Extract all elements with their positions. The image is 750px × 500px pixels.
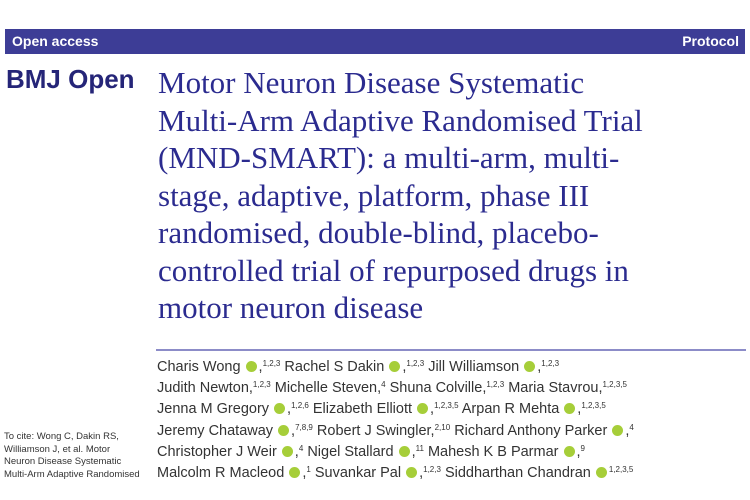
orcid-icon[interactable]: [595, 467, 607, 479]
affiliation-numbers: 4: [381, 380, 386, 390]
title-line: motor neuron disease: [158, 290, 424, 325]
author-name[interactable]: Jill Williamson: [428, 359, 520, 375]
author-name[interactable]: Siddharthan Chandran: [444, 465, 591, 482]
author-name[interactable]: Maria Stavrou,: [508, 380, 603, 397]
affiliation-numbers: 1,2,3,5: [581, 401, 606, 411]
author-row: Charis Wong ,1,2,3 Rachel S Dakin ,1,2,3 J…: [157, 359, 560, 375]
orcid-icon[interactable]: [612, 424, 624, 436]
affiliation-numbers: 11: [415, 443, 424, 453]
affiliation-numbers: 1,2,3,5: [434, 401, 459, 411]
divider: [156, 349, 746, 351]
orcid-icon[interactable]: [417, 403, 429, 415]
article-title: Motor Neuron Disease Systematic Multi-Arm…: [158, 64, 748, 327]
title-line: Multi-Arm Adaptive Randomised Trial: [158, 102, 643, 138]
affiliation-numbers: 4: [629, 422, 634, 432]
affiliation-numbers: 1: [306, 465, 311, 475]
author-row: Judith Newton,1,2,3 Michelle Steven,4 Sh…: [157, 376, 634, 397]
orcid-icon[interactable]: [278, 424, 290, 436]
author-row: Jenna M Gregory ,1,2,6 Elizabeth Elliott,…: [157, 401, 606, 418]
author-name[interactable]: Elizabeth Elliott: [312, 401, 413, 418]
affiliation-numbers: 1,2,3,5: [608, 465, 634, 475]
orcid-icon[interactable]: [564, 403, 576, 415]
affiliation-numbers: 1,2,3: [262, 359, 281, 368]
header-bar: Open access Protocol: [5, 29, 745, 54]
journal-logo: BMJ Open: [6, 64, 135, 94]
orcid-icon[interactable]: [389, 361, 401, 372]
affiliation-numbers: 9: [580, 443, 585, 453]
author-name[interactable]: Jenna M Gregory: [157, 401, 270, 418]
affiliation-numbers: 7,8,9: [295, 422, 313, 432]
article-type-label: Protocol: [682, 33, 739, 49]
author-row: Jeremy Chataway ,7,8,9 Robert J Swingler,…: [157, 422, 634, 439]
title-line: Motor Neuron Disease Systematic: [158, 65, 585, 100]
affiliation-numbers: 1,2,3,5: [602, 380, 627, 390]
author-row: Christopher J Weir ,4 Nigel Stallard ,11 M…: [157, 443, 585, 460]
title-line: stage, adaptive, platform, phase III: [158, 177, 590, 213]
title-line: randomised, double-blind, placebo-: [158, 215, 599, 250]
orcid-icon[interactable]: [524, 361, 536, 372]
orcid-icon[interactable]: [274, 403, 286, 415]
orcid-icon[interactable]: [289, 467, 301, 479]
author-name[interactable]: Judith Newton,: [157, 380, 253, 397]
author-name[interactable]: Charis Wong: [157, 359, 241, 375]
cite-line: To cite: Wong C, Dakin RS,: [4, 431, 119, 442]
author-name[interactable]: Richard Anthony Parker: [454, 422, 608, 439]
author-name[interactable]: Arpan R Mehta: [461, 401, 560, 418]
affiliation-numbers: 2,10: [434, 422, 451, 432]
author-name[interactable]: Nigel Stallard: [307, 443, 394, 460]
citation-block: To cite: Wong C, Dakin RS, Williamson J, …: [4, 431, 154, 481]
affiliation-numbers: 1,2,3: [252, 380, 271, 390]
open-access-label: Open access: [12, 33, 99, 49]
title-line: (MND-SMART): a multi-arm, multi-: [158, 140, 620, 175]
author-name[interactable]: Malcolm R Macleod: [157, 465, 285, 482]
orcid-icon[interactable]: [563, 445, 575, 457]
cite-line: Neuron Disease Systematic: [4, 456, 122, 467]
author-name[interactable]: Robert J Swingler,: [316, 422, 435, 439]
affiliation-numbers: 1,2,3: [423, 465, 441, 475]
author-name[interactable]: Christopher J Weir: [157, 443, 277, 460]
affiliation-numbers: 1,2,3: [541, 359, 560, 368]
author-name[interactable]: Michelle Steven,: [274, 380, 382, 397]
author-name[interactable]: Rachel S Dakin: [284, 359, 385, 375]
author-row: Malcolm R Macleod ,1 Suvankar Pal ,1,2,3 S…: [157, 465, 634, 482]
author-name[interactable]: Jeremy Chataway: [157, 422, 274, 439]
affiliation-numbers: 4: [298, 443, 304, 453]
author-name[interactable]: Suvankar Pal: [314, 465, 402, 482]
orcid-icon[interactable]: [281, 445, 293, 457]
affiliation-numbers: 1,2,3: [486, 380, 505, 390]
author-name[interactable]: Shuna Colville,: [389, 380, 487, 397]
cite-line: Multi-Arm Adaptive Randomised: [4, 468, 140, 480]
author-name[interactable]: Mahesh K B Parmar: [427, 443, 559, 460]
orcid-icon[interactable]: [245, 361, 257, 372]
orcid-icon[interactable]: [406, 467, 418, 479]
orcid-icon[interactable]: [398, 445, 410, 457]
affiliation-numbers: 1,2,6: [291, 401, 309, 411]
title-line: controlled trial of repurposed drugs in: [158, 252, 629, 288]
author-list: Charis Wong ,1,2,3 Rachel S Dakin ,1,2,3 J…: [157, 355, 634, 482]
cite-line: Williamson J, et al. Motor: [4, 443, 111, 455]
affiliation-numbers: 1,2,3: [406, 359, 425, 368]
